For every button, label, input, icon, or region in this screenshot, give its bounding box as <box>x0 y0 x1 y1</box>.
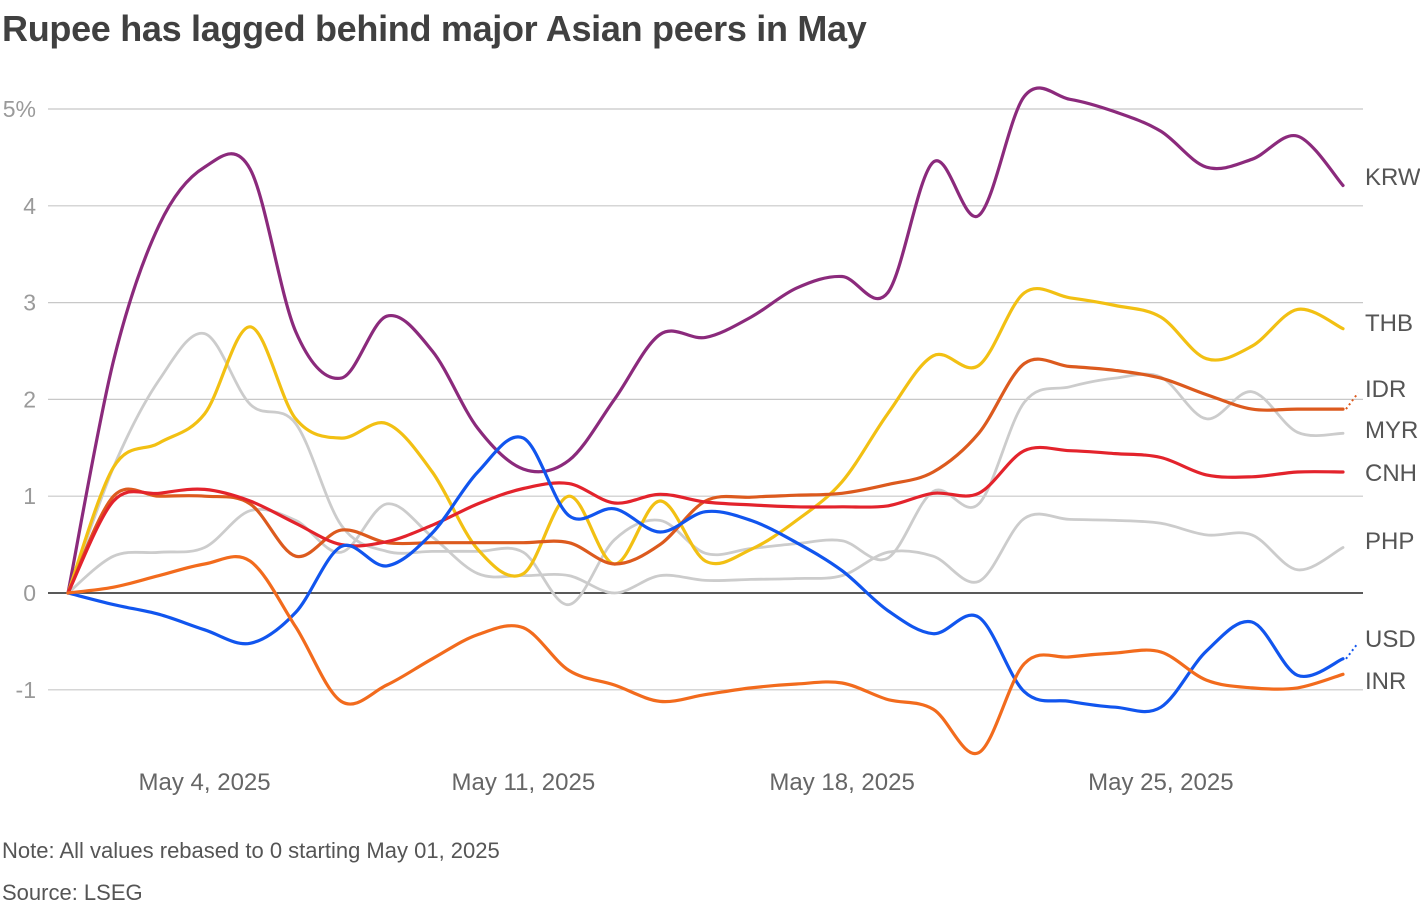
chart-title: Rupee has lagged behind major Asian peer… <box>2 8 867 49</box>
series-label-inr: INR <box>1365 668 1406 695</box>
y-axis-ticks: 5% 4 3 2 1 0 -1 <box>3 96 36 703</box>
line-chart: 5% 4 3 2 1 0 -1 May 4, 2025 May 11, 2025 May 18,… <box>3 86 1420 796</box>
x-tick-label: May 11, 2025 <box>452 769 596 796</box>
series-line-thb <box>66 287 1345 595</box>
series-lines <box>66 86 1345 756</box>
x-axis-ticks: May 4, 2025 May 11, 2025 May 18, 2025 May 2… <box>139 769 1234 796</box>
y-tick-label: 3 <box>23 290 36 316</box>
chart-source: Source: LSEG <box>2 880 143 905</box>
series-label-krw: KRW <box>1365 164 1420 191</box>
series-line-myr <box>66 331 1345 606</box>
y-tick-label: 1 <box>23 483 36 509</box>
x-tick-label: May 25, 2025 <box>1088 769 1233 796</box>
label-leader-usd <box>1345 642 1359 660</box>
x-tick-label: May 18, 2025 <box>769 769 914 796</box>
series-label-php: PHP <box>1365 528 1414 555</box>
series-label-thb: THB <box>1365 310 1413 337</box>
series-label-idr: IDR <box>1365 376 1406 403</box>
series-label-usd: USD <box>1365 626 1416 653</box>
y-tick-label: 2 <box>23 386 36 412</box>
y-tick-label: 4 <box>23 193 36 219</box>
label-leader-idr <box>1345 392 1359 410</box>
series-line-php <box>66 502 1345 595</box>
x-tick-label: May 4, 2025 <box>139 769 271 796</box>
gridlines <box>48 108 1363 691</box>
series-label-cnh: CNH <box>1365 460 1417 487</box>
y-tick-label: 5% <box>3 96 36 122</box>
series-line-inr <box>66 555 1345 756</box>
series-labels: KRW THB IDR MYR CNH PHP USD INR <box>1345 164 1420 695</box>
series-line-idr <box>66 357 1345 595</box>
chart-note: Note: All values rebased to 0 starting M… <box>2 838 500 863</box>
y-tick-label: -1 <box>16 677 36 703</box>
y-tick-label: 0 <box>23 580 36 606</box>
series-line-usd <box>66 435 1345 714</box>
series-line-cnh <box>66 445 1345 595</box>
series-label-myr: MYR <box>1365 417 1418 444</box>
series-line-krw <box>66 86 1345 595</box>
